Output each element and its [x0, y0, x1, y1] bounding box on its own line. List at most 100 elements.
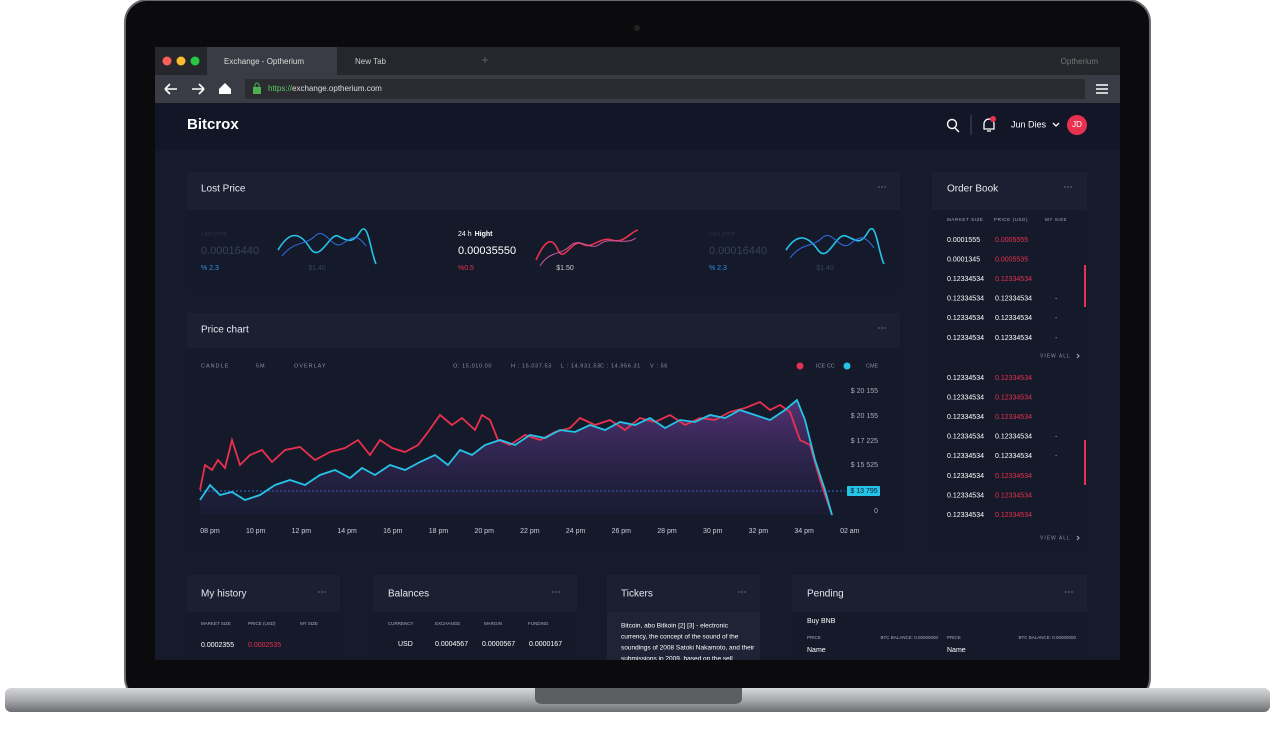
- sparklines: [277, 228, 885, 267]
- card-menu: ···: [552, 586, 561, 596]
- card-title: Lost Price: [201, 184, 246, 195]
- ohlc: C : 14,956.31: [600, 363, 641, 369]
- market-size: 0.12334534: [947, 315, 984, 322]
- price: 0.0005535: [995, 256, 1028, 263]
- chart-control: 5M: [256, 363, 266, 369]
- card-body: [607, 612, 760, 660]
- x-label: 10 pm: [246, 528, 266, 535]
- column-header: PRICE: [947, 635, 961, 640]
- market-size: 0.12334534: [947, 434, 984, 441]
- url-scheme: https://: [268, 84, 293, 93]
- chart-area: [200, 400, 832, 515]
- view-all[interactable]: VIEW ALL: [1040, 535, 1071, 541]
- y-label: 0: [874, 508, 878, 515]
- market-size: 0.12334534: [947, 512, 984, 519]
- scrollbar[interactable]: [1084, 265, 1086, 307]
- pending-name: Name: [947, 647, 966, 654]
- ticker-label: 24 h Hight: [458, 231, 493, 238]
- price: 0.12334534: [995, 315, 1032, 322]
- view-all[interactable]: VIEW ALL: [1040, 353, 1071, 359]
- market-size: 0.12334534: [947, 414, 984, 421]
- card-title: Tickers: [621, 589, 653, 600]
- column-header: MARGIN: [484, 621, 502, 626]
- chevron[interactable]: [1052, 122, 1060, 127]
- price: 0.12334534: [995, 512, 1032, 519]
- my-size: -: [1055, 315, 1058, 322]
- ticker-price: $1.50: [556, 265, 574, 272]
- y-label: $ 20 155: [851, 388, 878, 395]
- ticker-text: Bitcoin, abo Bitkoin [2] [3] - electroni…: [621, 623, 729, 630]
- column-header: BTC BALANCE: 0.00000000: [880, 635, 938, 640]
- tab-title: New Tab: [355, 57, 387, 66]
- pending-name: Name: [807, 647, 826, 654]
- sparkline: [789, 235, 875, 259]
- market-size: 0.0001345: [947, 256, 980, 263]
- my-size: -: [1055, 296, 1058, 303]
- x-label: 18 pm: [429, 528, 449, 535]
- sparkline: [539, 237, 637, 267]
- ice-line: [199, 400, 833, 516]
- x-label: 34 pm: [794, 528, 814, 535]
- forward[interactable]: [192, 83, 205, 95]
- legend-dot: [843, 362, 851, 370]
- column-header: BTC BALANCE: 0.00000000: [1018, 635, 1076, 640]
- card-menu: ···: [1064, 181, 1073, 191]
- brand: Bitcrox: [187, 116, 239, 133]
- ticker-price: $1.40: [308, 265, 326, 272]
- maximize[interactable]: [190, 56, 200, 66]
- view-all-arrow: [1076, 535, 1080, 541]
- my-size: -: [1055, 434, 1058, 441]
- x-label: 20 pm: [474, 528, 494, 535]
- legend-label: CME: [866, 363, 879, 369]
- pending-side: Buy BNB: [807, 618, 836, 625]
- menu[interactable]: [1096, 84, 1108, 94]
- badge: [990, 116, 996, 122]
- market-size: 0.12334534: [947, 296, 984, 303]
- sparkline: [281, 233, 367, 257]
- notch: [535, 688, 742, 704]
- x-label: 22 pm: [520, 528, 540, 535]
- camera: [634, 25, 640, 31]
- ticker-change: %0.5: [458, 265, 474, 272]
- card-menu: ···: [738, 586, 747, 596]
- home[interactable]: [219, 83, 231, 94]
- price: 0.12334534: [995, 296, 1032, 303]
- price: 0.12334534: [995, 434, 1032, 441]
- close[interactable]: [162, 56, 172, 66]
- scrollbar[interactable]: [1084, 440, 1086, 485]
- balance: 0.0004567: [435, 641, 468, 648]
- ohlc: V : 56: [650, 363, 668, 369]
- ticker-label: Last price: [201, 232, 228, 238]
- column-header: CURRENCY: [388, 621, 414, 626]
- lock-shackle: [254, 82, 260, 87]
- sparkline: [277, 228, 377, 265]
- back[interactable]: [164, 83, 177, 95]
- bell[interactable]: [983, 118, 995, 132]
- market-size: 0.12334534: [947, 375, 984, 382]
- price: 0.12334534: [995, 492, 1032, 499]
- lock: [253, 87, 261, 94]
- ticker-text: currency, the concept of the sound of th…: [621, 634, 739, 641]
- x-label: 14 pm: [337, 528, 357, 535]
- ticker-text: submissions in 2009, based on the sell: [621, 656, 733, 663]
- column-header: EXCHANGE: [435, 621, 460, 626]
- market-size: 0.0001555: [947, 237, 980, 244]
- search[interactable]: [946, 118, 958, 130]
- avatar[interactable]: [1067, 115, 1087, 135]
- ticker-value: 0.00016440: [201, 245, 259, 257]
- new-tab[interactable]: +: [481, 53, 488, 67]
- y-label: $ 20 155: [851, 413, 878, 420]
- legend-dot: [796, 362, 804, 370]
- ticker-label-prefix: 24 h: [458, 231, 472, 238]
- ticker-price: $1.40: [816, 265, 834, 272]
- url-field[interactable]: [245, 79, 1085, 99]
- market-size: 0.0002355: [201, 642, 234, 649]
- card-title: Balances: [388, 589, 429, 600]
- user-name: Jun Dies: [1011, 119, 1047, 129]
- price: 0.12334534: [995, 375, 1032, 382]
- column-header: PRICE (USD): [994, 217, 1028, 222]
- market-size: 0.12334534: [947, 276, 984, 283]
- ticker-text: soundings of 2008 Satoki Nakamoto, and t…: [621, 645, 755, 652]
- minimize[interactable]: [176, 56, 186, 66]
